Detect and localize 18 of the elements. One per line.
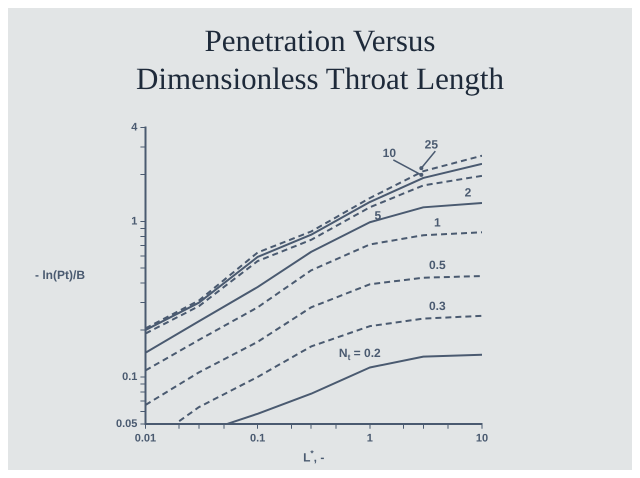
y-tick-label: 1	[131, 215, 138, 228]
y-axis-title: - ln(Pt)/B	[35, 268, 86, 282]
x-tick-label: 10	[476, 432, 488, 444]
x-tick-label: 1	[366, 432, 373, 444]
chart-title: Penetration Versus Dimensionless Throat Length	[135, 22, 505, 98]
series-label: 0.3	[428, 298, 446, 313]
y-tick-label: 0.1	[122, 370, 138, 383]
series-label: 2	[464, 185, 472, 200]
series-label: 5	[374, 208, 382, 223]
x-axis-title: L*, -	[303, 448, 324, 464]
text: 10	[382, 146, 396, 160]
series-label: 25	[424, 137, 438, 152]
y-tick-label: 0.05	[116, 418, 138, 430]
x-tick-label: 0.01	[134, 432, 156, 444]
y-tick-label: 4	[131, 122, 138, 134]
series-label: 1	[434, 216, 441, 230]
series-label: 0.5	[428, 258, 446, 272]
x-tick-label: 0.1	[250, 432, 266, 444]
